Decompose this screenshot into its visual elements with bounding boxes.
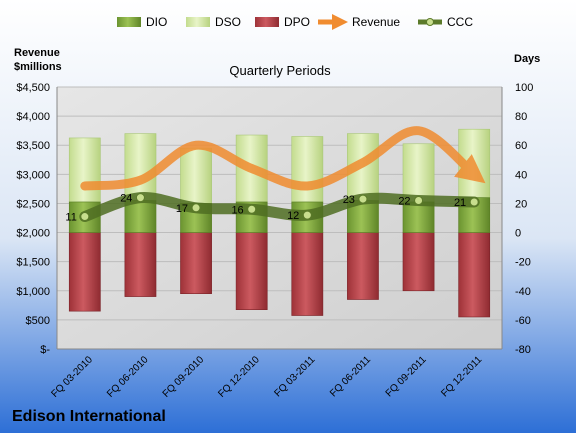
left-axis-title-line1: Revenue bbox=[14, 47, 60, 59]
left-tick-label: $2,500 bbox=[16, 198, 50, 210]
right-tick-label: 80 bbox=[515, 111, 527, 123]
left-tick-label: $4,500 bbox=[16, 82, 50, 94]
legend: DIO DSO DPO Revenue CCC bbox=[117, 13, 473, 31]
bar-dso bbox=[68, 137, 101, 203]
bar-dpo bbox=[458, 232, 491, 318]
right-tick-label: 20 bbox=[515, 198, 527, 210]
bar-dpo bbox=[180, 232, 212, 294]
legend-dso-label: DSO bbox=[215, 15, 241, 29]
left-tick-label: $500 bbox=[26, 315, 50, 327]
bar-dpo bbox=[235, 232, 268, 311]
right-tick-label: -80 bbox=[515, 344, 531, 356]
left-tick-label: $1,000 bbox=[16, 286, 50, 298]
bar-dpo bbox=[124, 232, 157, 297]
left-tick-label: $3,000 bbox=[16, 169, 50, 181]
ccc-point bbox=[414, 196, 424, 206]
right-tick-label: -40 bbox=[515, 286, 531, 298]
lines: 11 24 17 16 12 23 22 21 bbox=[65, 126, 486, 224]
right-tick-label: 40 bbox=[515, 169, 527, 181]
right-tick-label: -60 bbox=[515, 315, 531, 327]
ccc-line bbox=[79, 192, 480, 223]
legend-dio-swatch bbox=[117, 17, 141, 27]
revenue-arrow bbox=[80, 126, 486, 191]
bars bbox=[68, 128, 491, 318]
legend-dio-label: DIO bbox=[146, 15, 167, 29]
ccc-point bbox=[247, 204, 257, 214]
ccc-data-label: 22 bbox=[398, 196, 410, 208]
right-tick-label: 100 bbox=[515, 82, 533, 94]
ccc-data-label: 16 bbox=[231, 204, 243, 216]
ccc-point bbox=[191, 203, 201, 213]
right-tick-label: 0 bbox=[515, 228, 521, 240]
right-tick-label: 60 bbox=[515, 140, 527, 152]
left-tick-label: $4,000 bbox=[16, 111, 50, 123]
ccc-point bbox=[135, 193, 145, 203]
legend-dpo-label: DPO bbox=[284, 15, 310, 29]
ccc-point bbox=[469, 197, 479, 207]
bar-dso bbox=[402, 143, 435, 203]
left-tick-label: $- bbox=[40, 344, 50, 356]
legend-ccc-marker bbox=[426, 18, 434, 26]
bar-dpo bbox=[68, 232, 101, 312]
ccc-data-label: 17 bbox=[176, 203, 188, 215]
left-tick-label: $1,500 bbox=[16, 257, 50, 269]
company-name: Edison International bbox=[12, 408, 166, 425]
ccc-point bbox=[302, 210, 312, 220]
ccc-data-label: 21 bbox=[454, 197, 466, 209]
ccc-data-label: 24 bbox=[120, 193, 132, 205]
legend-revenue-label: Revenue bbox=[352, 15, 400, 29]
bar-dpo bbox=[347, 232, 379, 300]
legend-ccc-label: CCC bbox=[447, 15, 473, 29]
bar-dso bbox=[124, 133, 157, 201]
ccc-data-label: 12 bbox=[287, 210, 299, 222]
bar-dpo bbox=[402, 232, 435, 292]
ccc-point bbox=[358, 194, 368, 204]
ccc-point bbox=[80, 212, 90, 222]
legend-dpo-swatch bbox=[255, 17, 279, 27]
right-axis-title: Days bbox=[514, 53, 540, 65]
left-tick-label: $3,500 bbox=[16, 140, 50, 152]
bar-dio bbox=[402, 201, 435, 233]
bar-dpo bbox=[291, 232, 324, 316]
bar-dio bbox=[124, 200, 157, 233]
ccc-data-label: 23 bbox=[343, 194, 355, 206]
bar-dso bbox=[291, 136, 324, 203]
ccc-data-label: 11 bbox=[65, 212, 76, 224]
right-tick-label: -20 bbox=[515, 257, 531, 269]
legend-dso-swatch bbox=[186, 17, 210, 27]
chart-title: Quarterly Periods bbox=[229, 63, 331, 78]
left-axis-title-line2: $millions bbox=[14, 61, 62, 73]
left-tick-label: $2,000 bbox=[16, 228, 50, 240]
bar-dso bbox=[180, 147, 212, 204]
